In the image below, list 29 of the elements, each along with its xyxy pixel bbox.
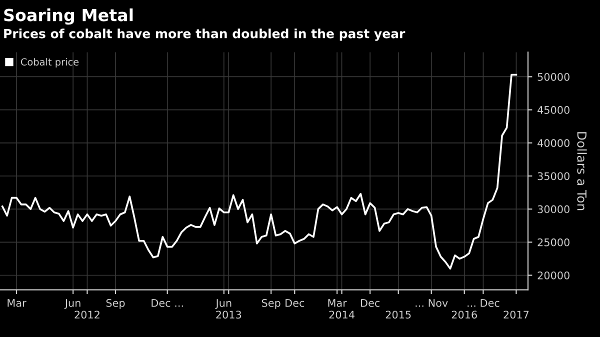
x-tick-label: Jun [215, 299, 232, 309]
y-tick-label: 45000 [538, 106, 570, 114]
y-tick-label: 40000 [538, 139, 570, 148]
x-tick-label: ... Dec [468, 299, 500, 307]
x-tick-label: Sep [262, 299, 280, 309]
x-tick-label: Sep [106, 299, 125, 309]
x-tick-label: Mar [8, 299, 26, 307]
chart-title: Soaring Metal [4, 8, 133, 25]
x-tick-label: 2012 [74, 310, 100, 319]
x-tick-label: 2017 [504, 310, 529, 319]
legend-label: Cobalt price [20, 58, 79, 68]
y-tick-label: 35000 [538, 172, 570, 180]
y-tick-label: 25000 [538, 238, 570, 246]
x-tick-label: Dec [361, 299, 380, 307]
x-tick-label: ... Nov [416, 299, 448, 307]
y-tick-label: 20000 [538, 271, 570, 280]
y-axis-title: Dollars a Ton [577, 132, 587, 210]
x-tick-label: Mar [328, 299, 347, 307]
line-series [1, 74, 518, 270]
y-tick-label: 50000 [538, 72, 570, 81]
x-tick-label: Dec [286, 299, 304, 307]
chart-subtitle: Prices of cobalt have more than doubled in the past year [4, 28, 406, 41]
x-tick-label: 2015 [386, 310, 411, 319]
x-tick-label: Dec ... [152, 299, 183, 307]
y-tick-label: 30000 [538, 205, 570, 214]
x-tick-label: 2014 [329, 310, 354, 319]
x-tick-label: Jun [64, 299, 80, 309]
x-tick-label: 2013 [216, 310, 242, 319]
x-tick-label: 2016 [452, 310, 477, 319]
